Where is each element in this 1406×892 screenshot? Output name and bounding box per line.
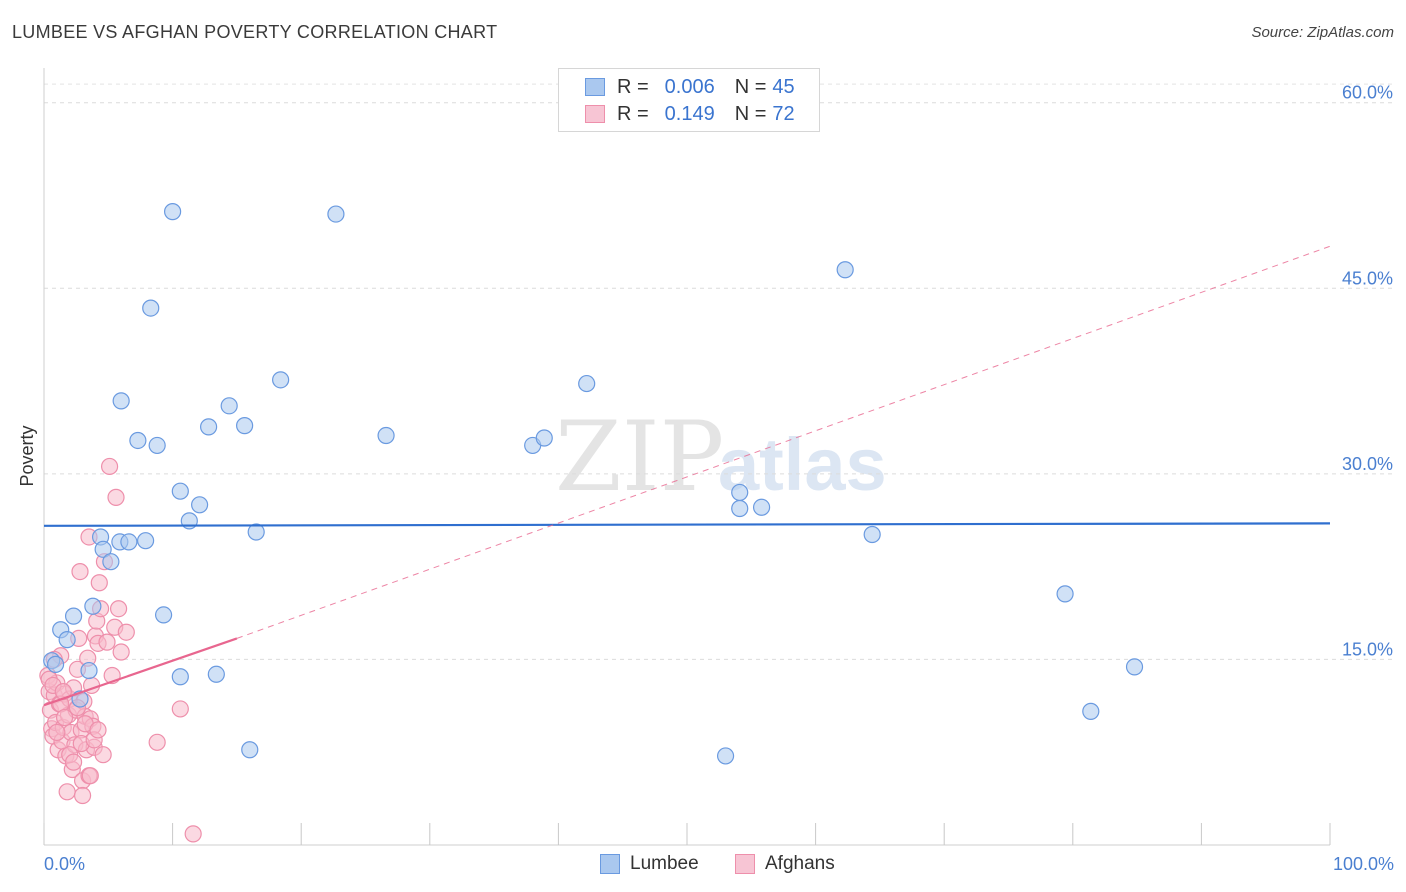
afghan-point-64: [81, 767, 99, 785]
lumbee-point-32: [377, 426, 395, 445]
lumbee-point-1: [46, 655, 65, 673]
n-value: 72: [772, 102, 795, 125]
lumbee-point-39: [752, 498, 771, 516]
x-tick-label-max: 100.0%: [1333, 854, 1394, 874]
lumbee-trend-line: [43, 522, 1331, 527]
lumbee-point-13: [120, 533, 138, 551]
source-label: Source: ZipAtlas.com: [1251, 24, 1394, 41]
lumbee-point-40: [836, 261, 854, 279]
lumbee-point-16: [142, 299, 160, 317]
afghan-point-60: [64, 753, 83, 771]
lumbee-series: [43, 203, 1144, 765]
afghan-point-44: [94, 746, 112, 764]
legend-row-afghans: R = 0.149 N = 72: [585, 101, 795, 127]
x-tick-label-min: 0.0%: [44, 854, 85, 874]
lumbee-point-28: [241, 741, 259, 759]
lumbee-point-23: [191, 496, 209, 514]
y-tick-label-3: 60.0%: [1342, 83, 1393, 103]
afghan-swatch: [585, 105, 605, 123]
y-tick-label-0: 15.0%: [1342, 639, 1393, 659]
n-label: N =: [734, 75, 767, 98]
lumbee-point-25: [207, 665, 225, 683]
y-axis-label: Poverty: [17, 425, 37, 486]
lumbee-point-3: [58, 631, 76, 649]
lumbee-point-19: [164, 203, 182, 221]
lumbee-point-21: [171, 668, 189, 686]
stats-legend: R = 0.006 N = 45 R = 0.149 N = 72: [558, 68, 820, 132]
trend-lines: [43, 245, 1331, 707]
afghan-series: [39, 457, 202, 843]
legend-item-lumbee: Lumbee: [600, 852, 699, 876]
afghan-point-25: [71, 563, 89, 581]
lumbee-point-17: [148, 436, 166, 455]
y-tick-labels: 15.0% 30.0% 45.0% 60.0%: [1342, 83, 1393, 660]
afghan-point-69: [184, 825, 202, 843]
lumbee-point-44: [1125, 658, 1144, 676]
lumbee-point-20: [171, 482, 189, 500]
lumbee-point-9: [94, 540, 112, 558]
r-label: R =: [617, 102, 649, 125]
watermark-zip: ZIP: [555, 401, 724, 513]
lumbee-point-38: [731, 483, 749, 502]
afghan-point-56: [48, 723, 66, 742]
lumbee-point-37: [731, 499, 749, 518]
afghan-point-15: [58, 783, 76, 801]
axes: [43, 68, 1331, 846]
legend-item-afghans: Afghans: [735, 852, 835, 876]
afghan-point-52: [112, 643, 130, 661]
legend-label-lumbee: Lumbee: [630, 853, 699, 874]
lumbee-point-4: [64, 607, 83, 625]
lumbee-point-7: [84, 597, 102, 615]
afghan-point-47: [100, 457, 119, 476]
lumbee-legend-swatch: [600, 854, 620, 874]
lumbee-point-30: [272, 371, 290, 389]
n-label: N =: [734, 102, 767, 125]
r-value: 0.149: [664, 102, 715, 125]
lumbee-point-41: [863, 525, 881, 544]
grid-lines: [44, 83, 1394, 660]
lumbee-point-15: [136, 532, 155, 550]
r-label: R =: [617, 75, 649, 98]
lumbee-point-24: [200, 418, 218, 436]
lumbee-point-18: [154, 606, 173, 624]
afghan-point-53: [117, 623, 135, 641]
afghan-point-66: [89, 721, 107, 739]
afghan-point-28: [73, 786, 92, 805]
afghan-point-42: [90, 574, 108, 592]
afghan-point-46: [98, 633, 116, 651]
afghan-point-51: [109, 600, 128, 618]
y-tick-label-1: 30.0%: [1342, 454, 1393, 474]
lumbee-point-36: [716, 747, 735, 765]
afghan-point-68: [171, 700, 189, 718]
y-tick-label-2: 45.0%: [1342, 268, 1393, 288]
legend-row-lumbee: R = 0.006 N = 45: [585, 74, 795, 100]
lumbee-point-12: [112, 392, 130, 410]
lumbee-point-42: [1056, 585, 1074, 603]
lumbee-point-26: [220, 397, 238, 415]
chart-title: LUMBEE VS AFGHAN POVERTY CORRELATION CHA…: [12, 22, 498, 42]
legend-label-afghans: Afghans: [765, 853, 835, 874]
n-value: 45: [772, 75, 795, 98]
watermark: ZIP atlas: [555, 401, 887, 513]
afghan-point-67: [148, 733, 166, 751]
lumbee-point-31: [327, 205, 345, 223]
afghan-legend-swatch: [735, 854, 755, 874]
lumbee-point-35: [578, 374, 596, 393]
lumbee-point-6: [80, 661, 98, 680]
afghan-point-50: [107, 488, 125, 506]
afghan-trend-line: [43, 637, 238, 707]
r-value: 0.006: [664, 75, 715, 98]
lumbee-point-34: [535, 429, 553, 447]
lumbee-point-43: [1082, 702, 1100, 720]
lumbee-point-27: [236, 417, 254, 435]
afghan-point-58: [55, 708, 74, 727]
lumbee-swatch: [585, 78, 605, 96]
lumbee-point-14: [129, 431, 147, 450]
lumbee-point-29: [247, 523, 265, 541]
lumbee-point-10: [102, 553, 120, 571]
